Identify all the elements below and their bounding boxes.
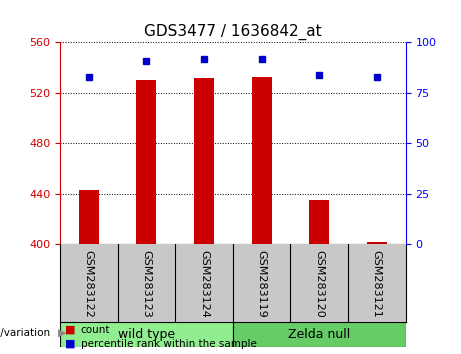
Text: GSM283120: GSM283120	[314, 251, 324, 318]
Text: ■: ■	[65, 339, 75, 349]
Text: GSM283121: GSM283121	[372, 251, 382, 318]
Text: percentile rank within the sample: percentile rank within the sample	[81, 339, 257, 349]
Text: wild type: wild type	[118, 328, 175, 341]
Bar	[252, 76, 272, 244]
Text: GSM283123: GSM283123	[142, 251, 151, 318]
Text: Zelda null: Zelda null	[288, 328, 350, 341]
Bar	[136, 80, 156, 244]
Text: GSM283122: GSM283122	[84, 251, 94, 318]
Bar	[367, 242, 387, 244]
Text: count: count	[81, 325, 110, 335]
Bar	[79, 190, 99, 244]
Text: GSM283124: GSM283124	[199, 251, 209, 318]
Bar	[60, 322, 233, 347]
Bar	[194, 78, 214, 244]
Text: ▶: ▶	[58, 328, 66, 338]
Text: GSM283119: GSM283119	[257, 251, 266, 318]
Title: GDS3477 / 1636842_at: GDS3477 / 1636842_at	[144, 23, 322, 40]
Text: ■: ■	[65, 325, 75, 335]
Bar	[309, 200, 329, 244]
Text: genotype/variation: genotype/variation	[0, 328, 51, 338]
Bar	[233, 322, 406, 347]
